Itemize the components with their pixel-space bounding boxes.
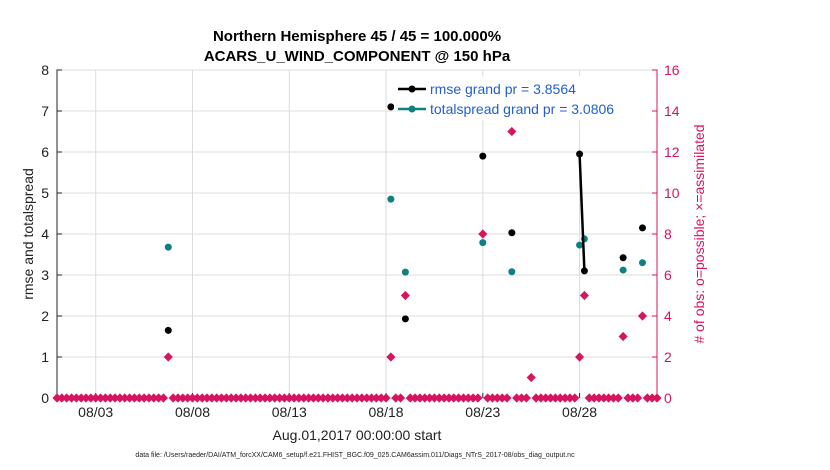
y-right-tick-label-2: 4 — [664, 308, 672, 324]
obs-marker-107 — [570, 393, 580, 403]
chart-title-line2: ACARS_U_WIND_COMPONENT @ 150 hPa — [204, 48, 511, 65]
chart-title-line1: Northern Hemisphere 45 / 45 = 100.000% — [213, 28, 501, 45]
rmse-point-8 — [638, 224, 646, 232]
rmse-line-0 — [578, 153, 586, 271]
spread-point-3 — [479, 239, 487, 247]
obs-marker-94 — [507, 126, 517, 137]
y-right-tick-label-0: 0 — [664, 390, 672, 406]
y-left-tick-label-8: 8 — [41, 62, 49, 78]
legend: rmse grand pr = 3.8564 totalspread grand… — [394, 76, 652, 120]
x-tick-label-0: 08/03 — [78, 404, 113, 420]
y-axis-right-label: # of obs: o=possible; ×=assimilated — [691, 124, 707, 343]
rmse-point-6 — [580, 267, 588, 275]
rmse-point-4 — [508, 229, 516, 237]
y-left-tick-label-7: 7 — [41, 103, 49, 119]
x-tick-label-5: 08/28 — [562, 404, 597, 420]
y-axis-left-label: rmse and totalspread — [20, 168, 36, 300]
y-right-tick-label-6: 12 — [664, 144, 680, 160]
rmse-point-1 — [387, 103, 395, 111]
x-axis-label: Aug.01,2017 00:00:00 start — [273, 427, 442, 443]
obs-marker-87 — [473, 393, 483, 403]
legend-box — [394, 76, 652, 120]
obs-marker-121 — [637, 311, 648, 321]
y-right-tick-label-5: 10 — [664, 185, 680, 201]
rmse-point-0 — [164, 326, 172, 334]
obs-marker-23 — [163, 352, 173, 362]
rmse-point-3 — [479, 152, 487, 160]
y-left-tick-label-1: 1 — [41, 349, 49, 365]
obs-marker-68 — [381, 393, 391, 403]
spread-point-8 — [638, 259, 646, 267]
obs-marker-98 — [526, 372, 536, 383]
obs-marker-120 — [633, 393, 643, 403]
y-left-tick-label-0: 0 — [41, 390, 49, 406]
y-left-tick-label-3: 3 — [41, 267, 49, 283]
obs-marker-108 — [575, 352, 585, 362]
spread-point-2 — [401, 268, 409, 276]
obs-marker-71 — [395, 393, 406, 403]
x-tick-label-4: 08/23 — [465, 404, 500, 420]
spread-point-0 — [164, 243, 172, 251]
obs-marker-88 — [478, 229, 488, 239]
x-tick-label-2: 08/13 — [272, 404, 307, 420]
rmse-point-7 — [619, 254, 627, 262]
y-left-tick-label-2: 2 — [41, 308, 49, 324]
x-axis: 08/03 08/08 08/13 08/18 08/23 08/28 — [78, 393, 597, 420]
y-left-tick-label-6: 6 — [41, 144, 49, 160]
y-right-tick-label-4: 8 — [664, 226, 672, 242]
obs-marker-116 — [613, 393, 623, 403]
obs-marker-72 — [400, 290, 410, 301]
obs-marker-22 — [158, 393, 169, 403]
obs-marker-97 — [521, 393, 531, 403]
y-left-tick-label-5: 5 — [41, 185, 49, 201]
rmse-point-5 — [576, 150, 584, 158]
data-marks — [52, 103, 662, 403]
x-tick-label-1: 08/08 — [175, 404, 210, 420]
y-left-tick-label-4: 4 — [41, 226, 49, 242]
legend-spread-label: totalspread grand pr = 3.0806 — [430, 101, 614, 117]
y-right-tick-label-8: 16 — [664, 62, 680, 78]
spread-point-7 — [619, 266, 627, 274]
footer-data-file: data file: /Users/raeder/DAI/ATM_forcXX/… — [135, 452, 575, 459]
spread-point-1 — [387, 195, 395, 203]
y-right-tick-label-1: 2 — [664, 349, 672, 365]
y-right-tick-label-3: 6 — [664, 267, 672, 283]
x-tick-label-3: 08/18 — [369, 404, 404, 420]
y-right-tick-label-7: 14 — [664, 103, 680, 119]
spread-point-4 — [508, 268, 516, 276]
obs-marker-109 — [579, 290, 589, 301]
rmse-point-2 — [401, 315, 409, 323]
y-axis-left: 0 1 2 3 4 5 6 7 8 — [41, 62, 62, 406]
spread-point-5 — [576, 241, 584, 249]
legend-spread-marker — [408, 105, 416, 113]
obs-marker-93 — [502, 393, 512, 403]
legend-rmse-label: rmse grand pr = 3.8564 — [430, 81, 576, 97]
y-axis-right: 0 2 4 6 8 10 12 14 16 — [652, 62, 680, 406]
obs-marker-117 — [618, 331, 628, 342]
obs-marker-124 — [652, 393, 662, 403]
obs-marker-69 — [386, 352, 396, 362]
legend-rmse-marker — [408, 85, 416, 93]
